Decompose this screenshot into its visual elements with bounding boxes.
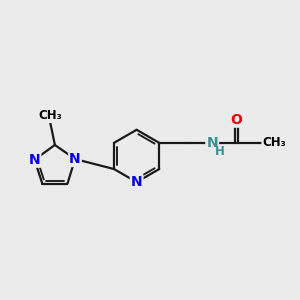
Text: CH₃: CH₃	[39, 109, 62, 122]
Text: N: N	[131, 175, 142, 189]
Text: N: N	[69, 152, 81, 166]
Text: CH₃: CH₃	[262, 136, 286, 149]
Text: H: H	[215, 145, 224, 158]
Text: N: N	[206, 136, 218, 150]
Text: O: O	[231, 113, 242, 127]
Text: N: N	[29, 153, 40, 167]
